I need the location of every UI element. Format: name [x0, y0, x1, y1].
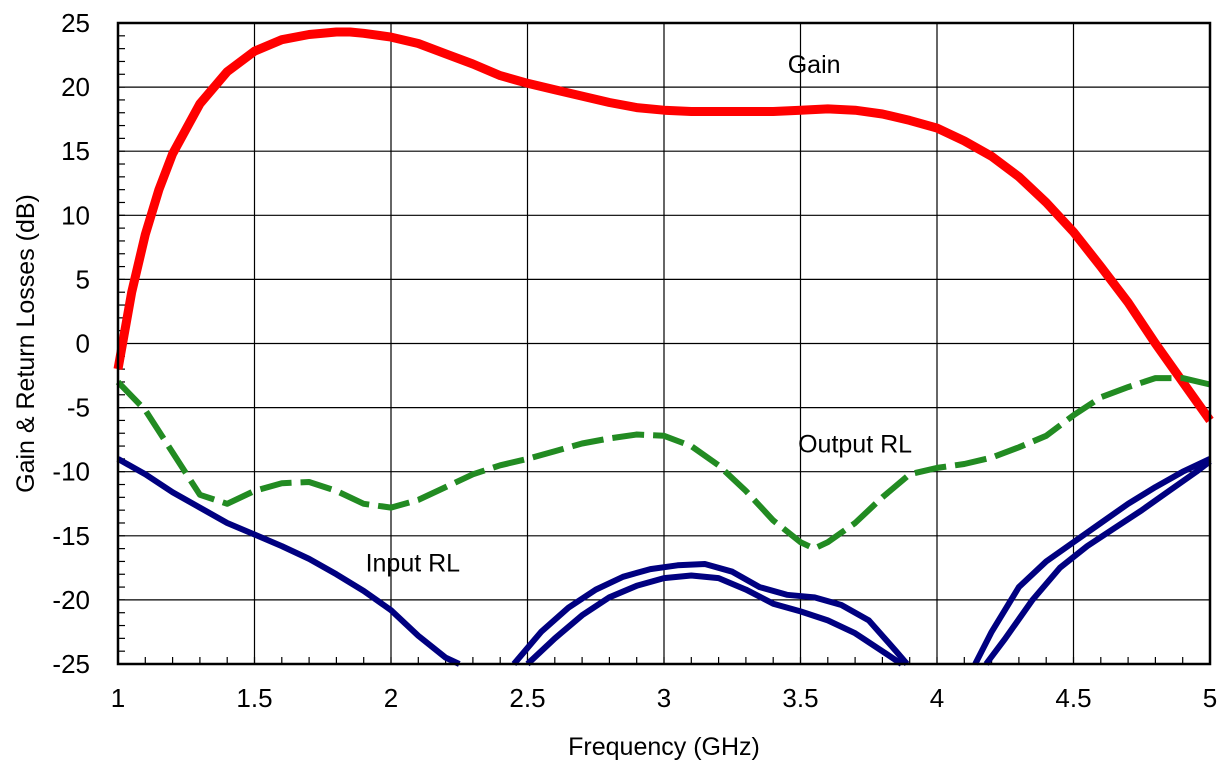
x-tick-label: 1: [111, 683, 125, 713]
y-tick-label: -25: [52, 649, 90, 679]
y-tick-label: 20: [61, 72, 90, 102]
plot-frame: [116, 21, 1212, 666]
x-tick-label: 3: [657, 683, 671, 713]
y-tick-label: -15: [52, 521, 90, 551]
x-axis-label: Frequency (GHz): [568, 733, 760, 761]
x-tick-label: 2.5: [509, 683, 545, 713]
x-tick-label: 5: [1203, 683, 1217, 713]
y-axis-label: Gain & Return Losses (dB): [12, 194, 40, 493]
annotation-label: Input RL: [366, 550, 461, 578]
y-tick-label: -10: [52, 457, 90, 487]
y-tick-label: 25: [61, 8, 90, 38]
series-line: [511, 561, 910, 666]
y-tick-labels: 25 20 15 10 5 0 -5 -10 -15 -20 -25: [52, 8, 90, 679]
y-tick-label: 15: [61, 136, 90, 166]
series-line: [972, 456, 1212, 666]
x-tick-labels: 1 1.5 2 2.5 3 3.5 4 4.5 5: [111, 683, 1217, 713]
grid-lines: [117, 22, 1211, 665]
y-tick-label: -20: [52, 585, 90, 615]
series-line: [113, 27, 1214, 424]
series-layer: [113, 27, 1214, 667]
annotation-label: Gain: [788, 51, 841, 79]
series-line: [525, 572, 904, 667]
series-line: [983, 459, 1212, 666]
x-tick-label: 4: [930, 683, 944, 713]
x-tick-label: 4.5: [1055, 683, 1091, 713]
y-tick-label: 5: [76, 264, 90, 294]
y-tick-label: -5: [67, 393, 90, 423]
x-tick-label: 3.5: [782, 683, 818, 713]
annotation-label: Output RL: [798, 430, 912, 458]
y-tick-label: 10: [61, 200, 90, 230]
series-line: [116, 456, 461, 667]
x-tick-label: 1.5: [236, 683, 272, 713]
annotations: Gain Output RL Input RL: [366, 51, 913, 578]
series-line: [115, 375, 1211, 552]
y-tick-label: 0: [76, 329, 90, 359]
x-tick-label: 2: [384, 683, 398, 713]
